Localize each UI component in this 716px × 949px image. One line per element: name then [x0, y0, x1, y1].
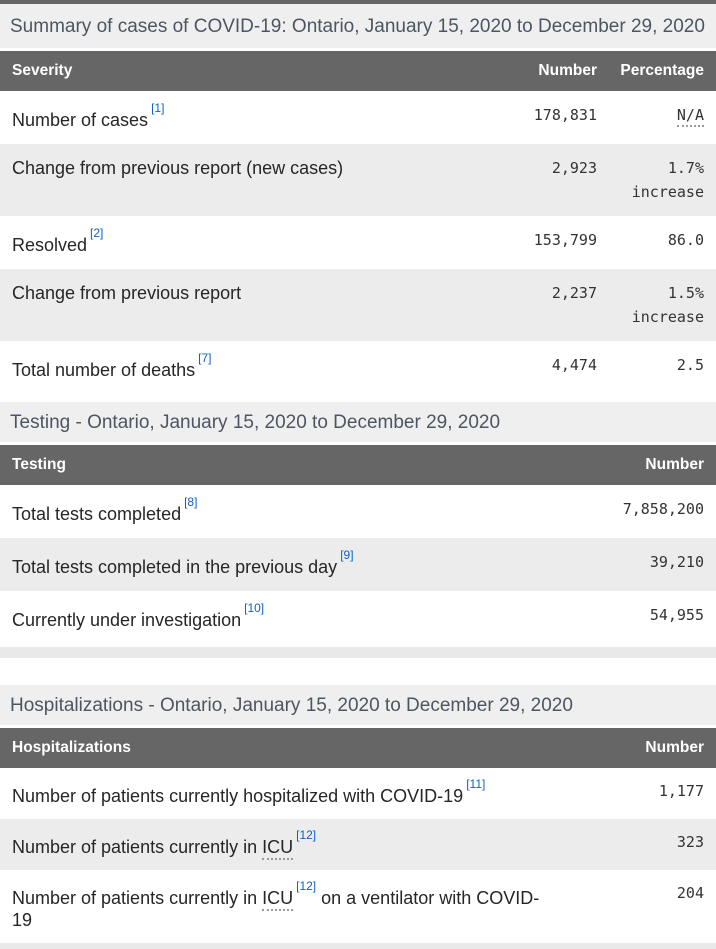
- table-row: Currently under investigation[10] 54,955: [0, 591, 716, 644]
- number-cell: 204: [676, 884, 704, 902]
- row-label: Total number of deaths: [12, 360, 196, 380]
- row-label: Number of cases: [12, 110, 149, 130]
- row-label: Resolved: [12, 235, 88, 255]
- table-row: Total tests completed in the previous da…: [0, 538, 716, 591]
- footnote-link[interactable]: [12]: [296, 879, 317, 893]
- footnote-link[interactable]: [9]: [340, 548, 354, 562]
- table-row: Total number of deaths[7] 4,474 2.5: [0, 341, 716, 394]
- row-label: Currently under investigation: [12, 610, 242, 630]
- icu-abbreviation: ICU: [262, 837, 294, 860]
- row-label: Number of patients currently in: [12, 837, 258, 857]
- table-row: Change from previous report 2,237 1.5% in…: [0, 269, 716, 341]
- percentage-cell: N/A: [597, 91, 716, 144]
- row-label: Change from previous report: [12, 283, 242, 303]
- hospitalizations-table: Hospitalizations Number Number of patien…: [0, 728, 716, 943]
- number-cell: 2,923: [551, 159, 597, 177]
- icu-abbreviation: ICU: [262, 888, 294, 911]
- footnote-link[interactable]: [12]: [296, 828, 317, 842]
- number-cell: 2,237: [551, 284, 597, 302]
- column-header-number: Number: [566, 728, 716, 768]
- table-row: Resolved[2] 153,799 86.0: [0, 216, 716, 269]
- row-label-cell: Total number of deaths[7]: [0, 341, 477, 394]
- table-row: Change from previous report (new cases) …: [0, 144, 716, 216]
- row-label: Change from previous report (new cases): [12, 158, 344, 178]
- section-divider: [0, 647, 716, 658]
- row-label-cell: Currently under investigation[10]: [0, 591, 566, 644]
- number-cell: 323: [676, 833, 704, 851]
- footnote-link[interactable]: [7]: [198, 351, 212, 365]
- number-cell: 54,955: [649, 606, 704, 624]
- row-label-cell: Total tests completed in the previous da…: [0, 538, 566, 591]
- summary-header-row: Severity Number Percentage: [0, 51, 716, 91]
- row-label-cell: Number of patients currently in ICU[12]: [0, 819, 566, 870]
- column-header-testing: Testing: [0, 445, 566, 485]
- row-label-cell: Number of cases[1]: [0, 91, 477, 144]
- row-label: Number of patients currently hospitalize…: [12, 786, 464, 806]
- footnote-link[interactable]: [8]: [184, 495, 198, 509]
- testing-table: Testing Number Total tests completed[8] …: [0, 445, 716, 644]
- row-label-cell: Number of patients currently in ICU[12]o…: [0, 870, 566, 943]
- row-label: Total tests completed in the previous da…: [12, 557, 338, 577]
- percentage-cell: 1.5% increase: [597, 269, 716, 341]
- percentage-direction: increase: [631, 308, 704, 326]
- row-label-cell: Resolved[2]: [0, 216, 477, 269]
- summary-cases-table: Severity Number Percentage Number of cas…: [0, 51, 716, 394]
- percentage-direction: increase: [631, 183, 704, 201]
- number-cell: 1,177: [658, 782, 704, 800]
- column-header-number: Number: [566, 445, 716, 485]
- hospitalizations-header-row: Hospitalizations Number: [0, 728, 716, 768]
- summary-table-caption: Summary of cases of COVID-19: Ontario, J…: [0, 4, 716, 48]
- column-header-hospitalizations: Hospitalizations: [0, 728, 566, 768]
- testing-header-row: Testing Number: [0, 445, 716, 485]
- percentage-cell: 86.0: [667, 231, 704, 249]
- column-header-severity: Severity: [0, 51, 477, 91]
- table-row: Number of patients currently in ICU[12] …: [0, 819, 716, 870]
- table-row: Number of patients currently hospitalize…: [0, 768, 716, 819]
- number-cell: 7,858,200: [622, 500, 704, 518]
- testing-table-caption: Testing - Ontario, January 15, 2020 to D…: [0, 402, 716, 442]
- column-header-number: Number: [477, 51, 597, 91]
- percentage-cell: 1.7% increase: [597, 144, 716, 216]
- column-header-percentage: Percentage: [597, 51, 716, 91]
- number-cell: 153,799: [533, 231, 597, 249]
- table-row: Number of cases[1] 178,831 N/A: [0, 91, 716, 144]
- row-label-cell: Change from previous report (new cases): [0, 144, 477, 216]
- next-section-edge: [0, 943, 716, 949]
- footnote-link[interactable]: [1]: [151, 101, 165, 115]
- hospitalizations-table-caption: Hospitalizations - Ontario, January 15, …: [0, 685, 716, 725]
- top-divider: [0, 0, 716, 4]
- na-abbreviation: N/A: [676, 106, 704, 127]
- row-label-cell: Number of patients currently hospitalize…: [0, 768, 566, 819]
- row-label: Number of patients currently in: [12, 888, 258, 908]
- footnote-link[interactable]: [2]: [90, 226, 104, 240]
- percentage-cell: 2.5: [676, 356, 704, 374]
- number-cell: 39,210: [649, 553, 704, 571]
- footnote-link[interactable]: [10]: [244, 601, 265, 615]
- row-label-cell: Change from previous report: [0, 269, 477, 341]
- row-label-cell: Total tests completed[8]: [0, 485, 566, 538]
- footnote-link[interactable]: [11]: [466, 777, 486, 791]
- number-cell: 4,474: [551, 356, 597, 374]
- table-row: Number of patients currently in ICU[12]o…: [0, 870, 716, 943]
- row-label: Total tests completed: [12, 504, 182, 524]
- number-cell: 178,831: [533, 106, 597, 124]
- table-row: Total tests completed[8] 7,858,200: [0, 485, 716, 538]
